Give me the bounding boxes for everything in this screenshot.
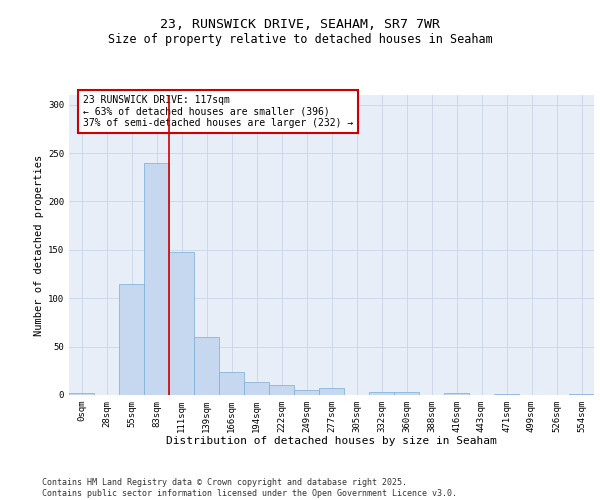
Bar — [194, 337, 219, 395]
Bar — [444, 393, 469, 395]
Bar — [144, 162, 169, 395]
Bar — [394, 392, 419, 395]
Bar — [169, 252, 194, 395]
Bar — [219, 372, 244, 395]
Bar — [294, 390, 319, 395]
Bar — [319, 388, 344, 395]
Y-axis label: Number of detached properties: Number of detached properties — [34, 154, 44, 336]
Bar — [119, 284, 144, 395]
Bar — [569, 394, 594, 395]
Text: Size of property relative to detached houses in Seaham: Size of property relative to detached ho… — [107, 32, 493, 46]
Bar — [269, 386, 294, 395]
Bar — [244, 382, 269, 395]
Bar — [69, 393, 94, 395]
Bar — [494, 394, 519, 395]
Text: Contains HM Land Registry data © Crown copyright and database right 2025.
Contai: Contains HM Land Registry data © Crown c… — [42, 478, 457, 498]
Text: 23 RUNSWICK DRIVE: 117sqm
← 63% of detached houses are smaller (396)
37% of semi: 23 RUNSWICK DRIVE: 117sqm ← 63% of detac… — [83, 95, 353, 128]
X-axis label: Distribution of detached houses by size in Seaham: Distribution of detached houses by size … — [166, 436, 497, 446]
Text: 23, RUNSWICK DRIVE, SEAHAM, SR7 7WR: 23, RUNSWICK DRIVE, SEAHAM, SR7 7WR — [160, 18, 440, 30]
Bar — [369, 392, 394, 395]
